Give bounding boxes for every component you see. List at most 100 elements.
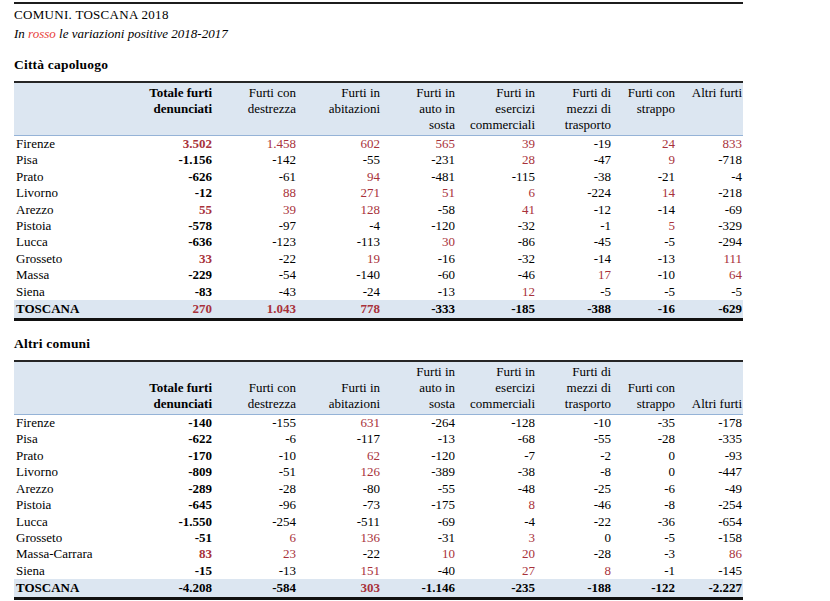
value-cell: 86 bbox=[676, 546, 743, 562]
column-header: Furti con destrezza bbox=[213, 361, 297, 415]
value-cell: -58 bbox=[381, 202, 456, 218]
value-cell: -636 bbox=[115, 234, 213, 250]
value-cell: -5 bbox=[676, 284, 743, 300]
data-row: Pistoia-578-97-4-120-32-15-329 bbox=[14, 218, 743, 234]
row-label: Livorno bbox=[14, 464, 115, 480]
value-cell: -6 bbox=[213, 431, 297, 447]
value-cell: -32 bbox=[456, 251, 536, 267]
value-cell: -218 bbox=[676, 185, 743, 201]
row-label: Prato bbox=[14, 448, 115, 464]
value-cell: 0 bbox=[536, 530, 612, 546]
value-cell: -36 bbox=[612, 514, 676, 530]
subtitle-suffix: le variazioni positive 2018-2017 bbox=[56, 26, 228, 41]
value-cell: -294 bbox=[676, 234, 743, 250]
value-cell: 33 bbox=[115, 251, 213, 267]
page-title: COMUNI. TOSCANA 2018 bbox=[14, 7, 830, 23]
value-cell: 41 bbox=[456, 202, 536, 218]
value-cell: -626 bbox=[115, 169, 213, 185]
value-cell: -51 bbox=[115, 530, 213, 546]
value-cell: -93 bbox=[676, 448, 743, 464]
altri-comuni-table-header: Totale furti denunciatiFurti con destrez… bbox=[14, 361, 743, 415]
data-row: Pistoia-645-96-73-1758-46-8-254 bbox=[14, 497, 743, 513]
data-row: Prato-170-1062-120-7-20-93 bbox=[14, 448, 743, 464]
value-cell: -1.146 bbox=[381, 579, 456, 599]
data-row: Pisa-622-6-117-13-68-55-28-335 bbox=[14, 431, 743, 447]
value-cell: -170 bbox=[115, 448, 213, 464]
value-cell: -10 bbox=[213, 448, 297, 464]
column-header: Furti con strappo bbox=[612, 361, 676, 415]
value-cell: -8 bbox=[612, 497, 676, 513]
value-cell: -97 bbox=[213, 218, 297, 234]
value-cell: -55 bbox=[536, 431, 612, 447]
value-cell: -51 bbox=[213, 464, 297, 480]
top-rule bbox=[14, 2, 743, 4]
data-row: Siena-15-13151-40278-1-145 bbox=[14, 563, 743, 579]
value-cell: -21 bbox=[612, 169, 676, 185]
value-cell: -28 bbox=[213, 481, 297, 497]
value-cell: 23 bbox=[213, 546, 297, 562]
data-row: Firenze-140-155631-264-128-10-35-178 bbox=[14, 415, 743, 432]
altri-comuni-table-body: Firenze-140-155631-264-128-10-35-178Pisa… bbox=[14, 415, 743, 599]
value-cell: 94 bbox=[297, 169, 381, 185]
column-header: Furti in auto in sosta bbox=[381, 361, 456, 415]
value-cell: 28 bbox=[456, 152, 536, 168]
subtitle-prefix: In bbox=[14, 26, 28, 41]
value-cell: 270 bbox=[115, 300, 213, 320]
value-cell: -140 bbox=[297, 267, 381, 283]
column-header: Furti in auto in sosta bbox=[381, 82, 456, 136]
value-cell: 39 bbox=[456, 136, 536, 153]
value-cell: -4 bbox=[676, 169, 743, 185]
value-cell: -389 bbox=[381, 464, 456, 480]
value-cell: 1.458 bbox=[213, 136, 297, 153]
value-cell: -188 bbox=[536, 579, 612, 599]
value-cell: 12 bbox=[456, 284, 536, 300]
value-cell: 151 bbox=[297, 563, 381, 579]
value-cell: -22 bbox=[536, 514, 612, 530]
row-label: Firenze bbox=[14, 136, 115, 153]
capoluogo-table-body: Firenze3.5021.45860256539-1924833Pisa-1.… bbox=[14, 136, 743, 320]
value-cell: 565 bbox=[381, 136, 456, 153]
value-cell: -19 bbox=[536, 136, 612, 153]
value-cell: -2.227 bbox=[676, 579, 743, 599]
data-row: Massa-Carrara8323-221020-28-386 bbox=[14, 546, 743, 562]
data-row: Lucca-1.550-254-511-69-4-22-36-654 bbox=[14, 514, 743, 530]
value-cell: -12 bbox=[115, 185, 213, 201]
value-cell: 1.043 bbox=[213, 300, 297, 320]
row-label: Siena bbox=[14, 284, 115, 300]
column-header: Altri furti bbox=[676, 82, 743, 136]
value-cell: 128 bbox=[297, 202, 381, 218]
column-header: Totale furti denunciati bbox=[115, 361, 213, 415]
subtitle-red-word: rosso bbox=[28, 26, 56, 41]
value-cell: -5 bbox=[612, 234, 676, 250]
value-cell: -73 bbox=[297, 497, 381, 513]
value-cell: -289 bbox=[115, 481, 213, 497]
value-cell: 0 bbox=[612, 448, 676, 464]
row-label: Arezzo bbox=[14, 481, 115, 497]
value-cell: 303 bbox=[297, 579, 381, 599]
value-cell: 83 bbox=[115, 546, 213, 562]
column-header: Furti con destrezza bbox=[213, 82, 297, 136]
value-cell: -145 bbox=[676, 563, 743, 579]
value-cell: -142 bbox=[213, 152, 297, 168]
value-cell: -13 bbox=[381, 284, 456, 300]
value-cell: -175 bbox=[381, 497, 456, 513]
value-cell: -235 bbox=[456, 579, 536, 599]
value-cell: -1.156 bbox=[115, 152, 213, 168]
value-cell: -120 bbox=[381, 448, 456, 464]
value-cell: 8 bbox=[536, 563, 612, 579]
value-cell: 51 bbox=[381, 185, 456, 201]
row-label: Firenze bbox=[14, 415, 115, 432]
value-cell: 3.502 bbox=[115, 136, 213, 153]
value-cell: -45 bbox=[536, 234, 612, 250]
value-cell: -28 bbox=[612, 431, 676, 447]
report-page: COMUNI. TOSCANA 2018 In rosso le variazi… bbox=[0, 0, 830, 601]
column-header: Furti di mezzi di trasporto bbox=[536, 361, 612, 415]
value-cell: -28 bbox=[536, 546, 612, 562]
column-header: Furti in abitazioni bbox=[297, 82, 381, 136]
row-label: Pistoia bbox=[14, 218, 115, 234]
value-cell: -12 bbox=[536, 202, 612, 218]
value-cell: -113 bbox=[297, 234, 381, 250]
row-label: Massa-Carrara bbox=[14, 546, 115, 562]
value-cell: 126 bbox=[297, 464, 381, 480]
value-cell: 8 bbox=[456, 497, 536, 513]
